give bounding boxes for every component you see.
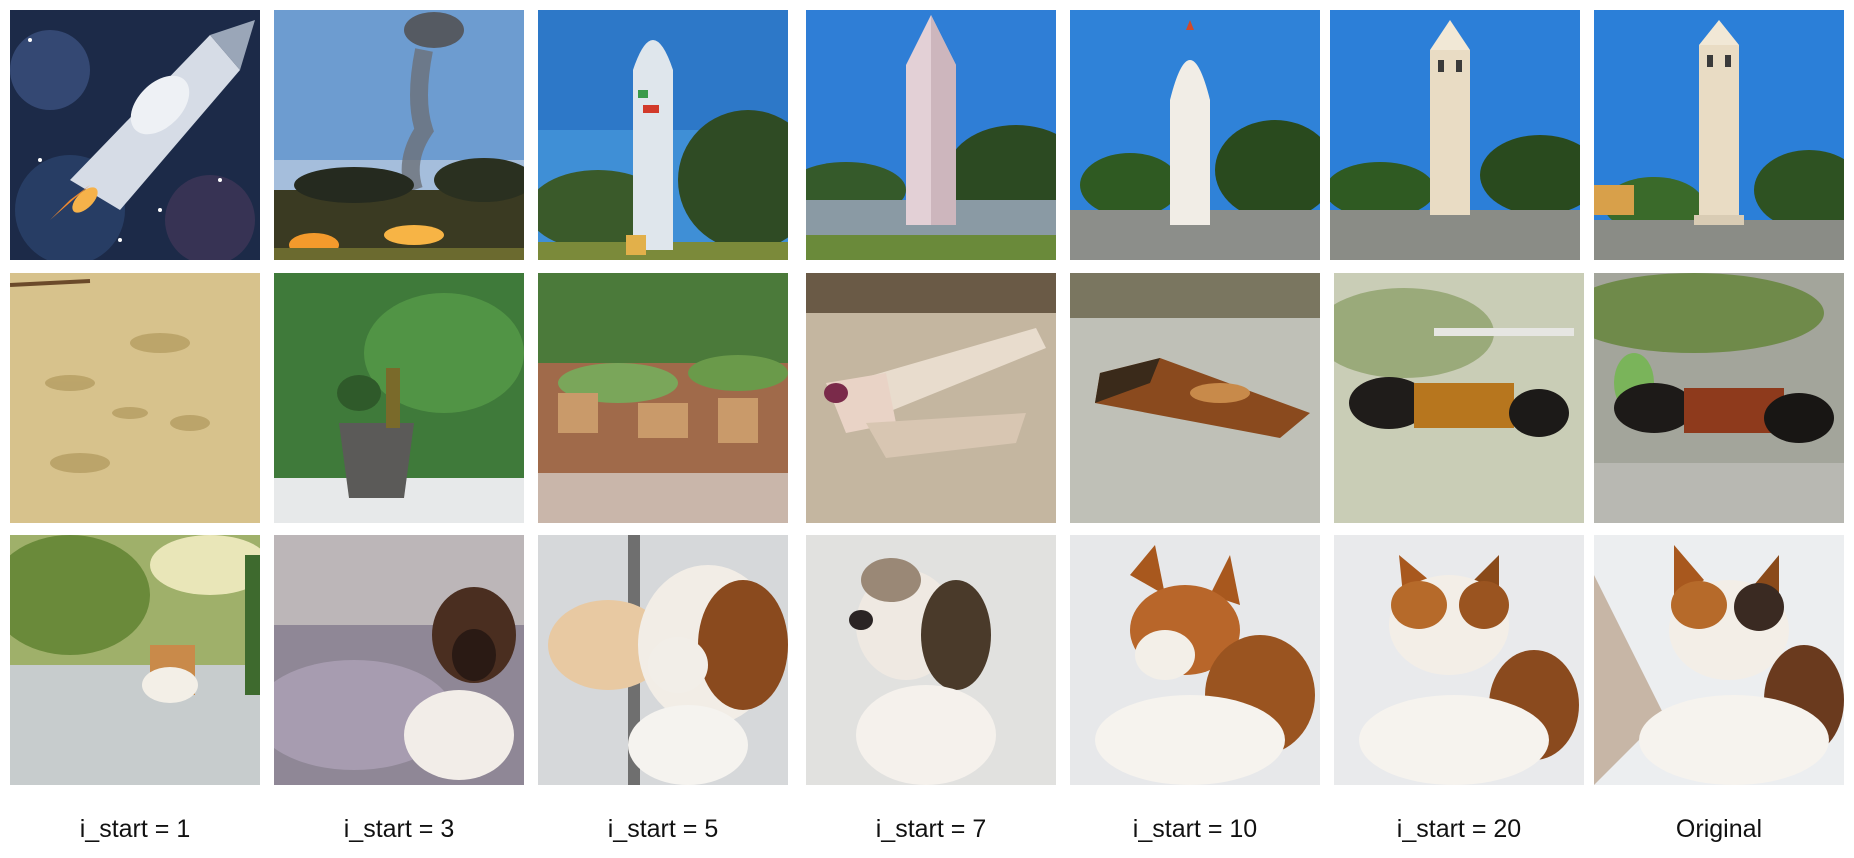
tile-r1-c7-bell-tower-original — [1594, 10, 1844, 260]
tile-r2-c5-rusty-block — [1070, 273, 1320, 523]
tile-r2-c7-woolly-caterpillar — [1594, 273, 1844, 523]
tile-r1-c3-white-tower — [538, 10, 788, 260]
tile-r1-c2-smoke — [274, 10, 524, 260]
column-label-2: i_start = 3 — [343, 815, 455, 843]
tile-r3-c4-puppy — [806, 535, 1056, 785]
tile-r3-c5-fox-dog — [1070, 535, 1320, 785]
column-label-6: i_start = 20 — [1396, 815, 1522, 843]
tile-r2-c3-rocks — [538, 273, 788, 523]
tile-r3-c1-dog-on-road — [10, 535, 260, 785]
tile-r3-c7-calico-cat — [1594, 535, 1844, 785]
column-label-3: i_start = 5 — [607, 815, 719, 843]
tile-r3-c2-brown-dog — [274, 535, 524, 785]
column-label-5: i_start = 10 — [1132, 815, 1258, 843]
tile-r2-c4-pencil — [806, 273, 1056, 523]
column-label-1: i_start = 1 — [79, 815, 191, 843]
tile-r3-c6-calico-cat-smooth — [1334, 535, 1584, 785]
tile-r1-c6-bell-tower — [1330, 10, 1580, 260]
tile-r1-c1-rocket — [10, 10, 260, 260]
tile-r2-c1-sand — [10, 273, 260, 523]
tile-r1-c5-white-tower — [1070, 10, 1320, 260]
tile-r2-c6-caterpillar-blur — [1334, 273, 1584, 523]
tile-r1-c4-pink-obelisk — [806, 10, 1056, 260]
column-label-4: i_start = 7 — [875, 815, 987, 843]
column-label-original: Original — [1675, 815, 1763, 843]
tile-r2-c2-potted-plant — [274, 273, 524, 523]
tile-r3-c3-beagle — [538, 535, 788, 785]
